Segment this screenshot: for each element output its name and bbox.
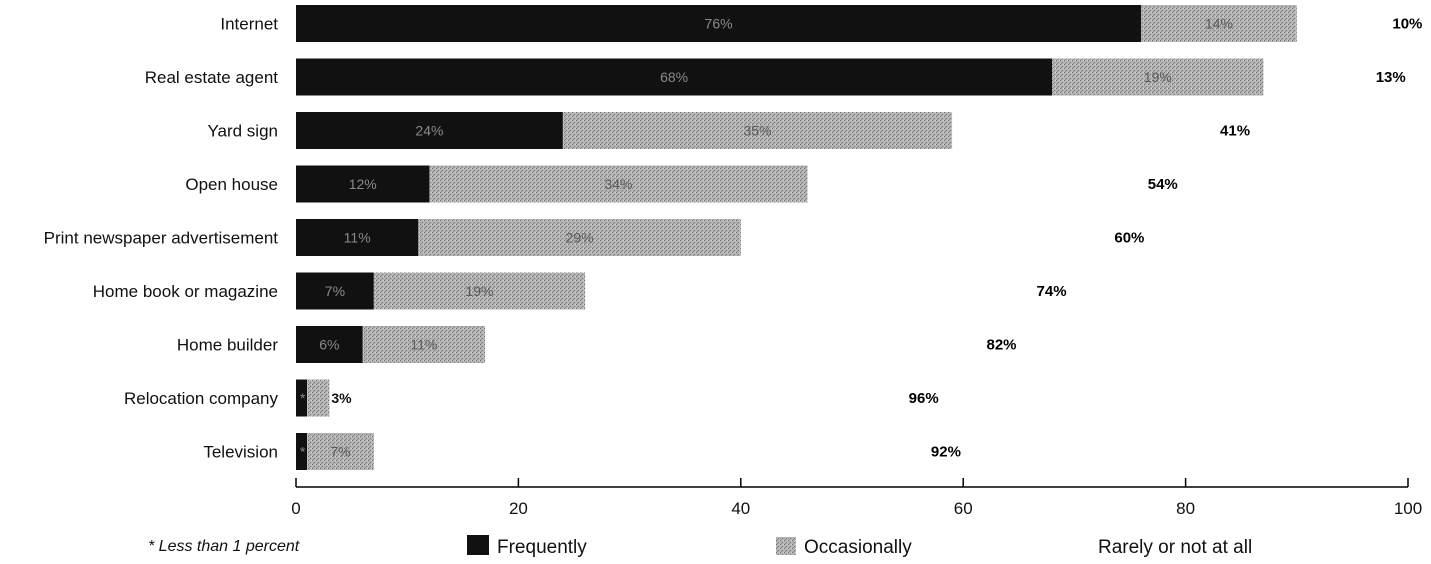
bar-occasionally <box>307 433 374 470</box>
label-rarely: 13% <box>1376 69 1406 86</box>
bars-layer: Internet 76% 14% 10% Real estate agent 68% 19%… <box>44 5 1422 470</box>
bar-occasionally <box>429 165 808 203</box>
bar-frequently <box>296 326 363 363</box>
x-tick-label: 80 <box>1176 499 1195 518</box>
category-label: Yard sign <box>207 122 278 141</box>
label-occasionally: 19% <box>1144 69 1172 85</box>
label-occasionally: 7% <box>330 444 350 460</box>
label-rarely: 41% <box>1220 123 1250 140</box>
label-occasionally: 11% <box>410 337 437 353</box>
legend-swatch-occasionally <box>776 537 796 555</box>
bar-occasionally <box>373 272 586 310</box>
bar-occasionally <box>1052 58 1264 96</box>
x-tick-label: 100 <box>1394 499 1422 518</box>
bar-occasionally <box>1141 5 1297 42</box>
category-label: Open house <box>185 175 278 194</box>
label-rarely: 60% <box>1114 230 1144 247</box>
x-tick-label: 60 <box>954 499 973 518</box>
bar-frequently <box>296 379 308 417</box>
x-tick-label: 0 <box>291 499 300 518</box>
label-occasionally: 14% <box>1205 16 1233 32</box>
legend-label-frequently: Frequently <box>497 537 587 558</box>
label-frequently: 6% <box>319 337 339 353</box>
label-occasionally: 34% <box>604 176 632 192</box>
x-tick-label: 20 <box>509 499 528 518</box>
bar-occasionally <box>418 219 741 256</box>
bar-occasionally <box>307 379 330 417</box>
label-rarely: 96% <box>909 390 939 407</box>
label-frequently: 7% <box>325 283 345 299</box>
legend-label-rarely: Rarely or not at all <box>1098 537 1252 558</box>
label-frequently: * <box>300 444 306 460</box>
label-occasionally: 29% <box>566 230 594 246</box>
label-frequently: 12% <box>349 176 377 192</box>
bar-frequently <box>296 58 1053 96</box>
bar-frequently <box>296 112 563 149</box>
category-label: Television <box>203 443 278 462</box>
bar-occasionally <box>562 112 953 149</box>
label-frequently: 24% <box>415 123 443 139</box>
label-frequently: 11% <box>344 230 371 246</box>
label-occasionally: 35% <box>743 123 771 139</box>
category-label: Internet <box>220 15 278 34</box>
bar-frequently <box>296 5 1142 42</box>
legend: * Less than 1 percent Frequently Occasiona… <box>148 535 1252 558</box>
legend-swatch-frequently <box>467 535 489 555</box>
category-label: Relocation company <box>124 389 279 408</box>
footnote: * Less than 1 percent <box>148 538 300 555</box>
label-frequently: * <box>300 390 306 406</box>
label-frequently: 68% <box>660 69 688 85</box>
label-rarely: 74% <box>1037 283 1067 300</box>
label-frequently: 76% <box>705 16 733 32</box>
category-label: Print newspaper advertisement <box>44 229 279 248</box>
label-rarely: 92% <box>931 444 961 461</box>
category-label: Real estate agent <box>145 68 279 87</box>
category-label: Home book or magazine <box>93 282 278 301</box>
x-tick-label: 40 <box>731 499 750 518</box>
bar-frequently <box>296 165 430 203</box>
label-rarely: 54% <box>1148 176 1178 193</box>
label-occasionally: 19% <box>465 283 493 299</box>
bar-frequently <box>296 219 419 256</box>
bar-frequently <box>296 272 374 310</box>
label-rarely: 10% <box>1392 16 1422 33</box>
x-axis: 0 20 40 60 80 100 <box>291 478 1422 518</box>
label-rarely: 82% <box>987 337 1017 354</box>
category-label: Home builder <box>177 336 278 355</box>
bar-frequently <box>296 433 308 470</box>
bar-occasionally <box>362 326 486 363</box>
legend-label-occasionally: Occasionally <box>804 537 912 558</box>
label-occasionally: 3% <box>331 390 352 406</box>
